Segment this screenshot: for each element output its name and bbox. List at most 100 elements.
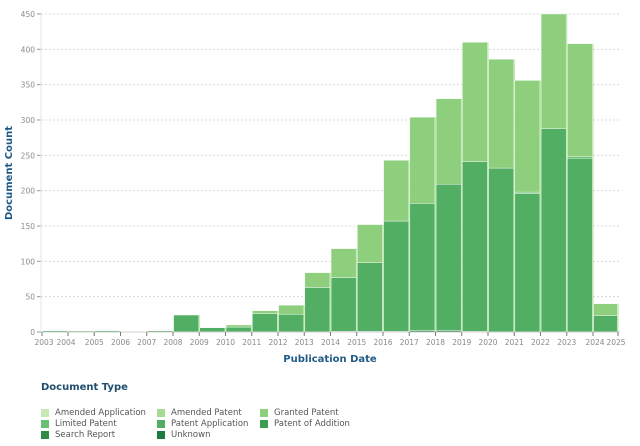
bar-segment-granted-patent[interactable] — [435, 98, 462, 185]
bar-stack-2020[interactable] — [488, 59, 515, 333]
bar-segment-granted-patent[interactable] — [593, 303, 618, 316]
bar-segment-granted-patent[interactable] — [304, 272, 331, 288]
legend-swatch — [157, 419, 165, 428]
x-tick-label: 2012 — [268, 338, 287, 347]
bar-stack-2011[interactable] — [252, 310, 279, 333]
bar-segment-granted-patent[interactable] — [278, 304, 304, 315]
y-axis: 0 50 100 150 200 250 300 350 400 450 — [21, 10, 42, 337]
bar-segment-limited-patent[interactable] — [514, 191, 541, 194]
legend-swatch — [260, 408, 268, 417]
legend-item-patent-of-addition[interactable]: Patent of Addition — [260, 418, 380, 429]
bar-stack-2012[interactable] — [278, 304, 305, 333]
y-tick-label: 150 — [21, 222, 36, 231]
y-tick-label: 300 — [21, 116, 36, 125]
bars — [42, 13, 619, 333]
legend-label: Search Report — [55, 429, 116, 440]
x-tick-label: 2016 — [373, 338, 392, 347]
bar-segment-patent-application[interactable] — [514, 193, 541, 333]
legend-item-unknown[interactable]: Unknown — [157, 429, 260, 440]
bar-stack-2022[interactable] — [540, 13, 568, 333]
legend-item-limited-patent[interactable]: Limited Patent — [41, 418, 157, 429]
bar-segment-granted-patent[interactable] — [225, 324, 252, 328]
legend-item-amended-patent[interactable]: Amended Patent — [157, 407, 260, 418]
legend-label: Limited Patent — [55, 418, 117, 429]
legend-label: Amended Patent — [171, 407, 242, 418]
bar-segment-patent-application[interactable] — [540, 128, 567, 333]
x-tick-label: 2003 — [34, 338, 53, 347]
bar-stack-2018[interactable] — [435, 98, 463, 333]
x-axis: 2003 2004 2005 2006 2007 2008 2009 2010 2011 2012… — [34, 331, 626, 347]
bar-segment-granted-patent[interactable] — [409, 116, 436, 204]
x-tick-label: 2009 — [190, 338, 209, 347]
bar-segment-patent-application[interactable] — [383, 220, 409, 332]
bar-stack-2016[interactable] — [383, 160, 410, 333]
bar-segment-patent-application[interactable] — [488, 167, 514, 333]
legend-swatch — [41, 408, 49, 417]
bar-stack-2023[interactable] — [567, 43, 594, 333]
x-tick-label: 2010 — [216, 338, 235, 347]
bar-stack-2010[interactable] — [225, 324, 253, 333]
legend-swatch — [157, 408, 165, 417]
bar-segment-patent-application[interactable] — [409, 203, 436, 331]
bar-segment-patent-application[interactable] — [173, 314, 199, 333]
x-tick-label: 2006 — [111, 338, 130, 347]
x-tick-label: 2021 — [505, 338, 524, 347]
bar-stack-2015[interactable] — [357, 224, 384, 333]
bar-segment-patent-application[interactable] — [252, 313, 278, 333]
bar-segment-granted-patent[interactable] — [488, 59, 514, 169]
x-tick-label: 2020 — [478, 338, 497, 347]
x-tick-label: 2023 — [557, 338, 576, 347]
bar-segment-granted-patent[interactable] — [252, 310, 278, 314]
bar-stack-2013[interactable] — [304, 272, 331, 333]
bar-segment-patent-application[interactable] — [199, 327, 226, 333]
legend-item-patent-application[interactable]: Patent Application — [157, 418, 260, 429]
legend: Document Type Amended Application Amended… — [41, 382, 380, 440]
x-tick-label: 2004 — [56, 338, 75, 347]
legend-swatch — [157, 430, 165, 439]
bar-segment-limited-patent[interactable] — [567, 156, 593, 159]
legend-item-search-report[interactable]: Search Report — [41, 429, 157, 440]
y-tick-label: 450 — [21, 10, 36, 19]
bar-stack-2014[interactable] — [330, 248, 358, 333]
bar-segment-patent-application[interactable] — [225, 326, 252, 333]
x-tick-label: 2017 — [400, 338, 419, 347]
bar-segment-patent-application[interactable] — [330, 277, 357, 332]
y-tick-label: 400 — [21, 45, 36, 54]
bar-segment-granted-patent[interactable] — [462, 42, 488, 162]
bar-stack-2009[interactable] — [199, 327, 226, 333]
y-tick-label: 50 — [25, 293, 35, 302]
bar-segment-patent-application[interactable] — [278, 314, 304, 333]
bar-segment-granted-patent[interactable] — [357, 224, 383, 263]
x-tick-label: 2007 — [137, 338, 156, 347]
bar-stack-2008[interactable] — [173, 314, 200, 333]
legend-label: Patent Application — [171, 418, 249, 429]
bar-segment-patent-application[interactable] — [357, 262, 383, 332]
stacked-bar-chart: 0 50 100 150 200 250 300 350 400 450 2003 2004 2005… — [4, 10, 626, 365]
bar-stack-2021[interactable] — [514, 80, 541, 333]
legend-swatch — [41, 430, 49, 439]
x-tick-label: 2024 — [585, 338, 604, 347]
y-tick-label: 250 — [21, 151, 36, 160]
bar-segment-patent-application[interactable] — [435, 184, 462, 331]
bar-stack-2017[interactable] — [409, 116, 436, 333]
bar-stack-2019[interactable] — [462, 42, 489, 333]
x-tick-label: 2022 — [531, 338, 550, 347]
bar-segment-granted-patent[interactable] — [540, 13, 567, 129]
x-tick-label: 2011 — [242, 338, 261, 347]
y-axis-title: Document Count — [4, 126, 15, 220]
legend-item-granted-patent[interactable]: Granted Patent — [260, 407, 380, 418]
x-tick-label: 2018 — [426, 338, 445, 347]
bar-segment-patent-application[interactable] — [567, 157, 593, 333]
bar-segment-patent-application[interactable] — [462, 161, 488, 332]
bar-segment-granted-patent[interactable] — [383, 160, 409, 222]
x-tick-label: 2008 — [163, 338, 182, 347]
bar-segment-patent-application[interactable] — [593, 315, 618, 333]
bar-segment-granted-patent[interactable] — [567, 43, 593, 157]
bar-segment-patent-application[interactable] — [304, 287, 331, 333]
legend-item-amended-application[interactable]: Amended Application — [41, 407, 157, 418]
bar-stack-2024[interactable] — [593, 303, 619, 333]
y-tick-label: 100 — [21, 257, 36, 266]
gridlines — [41, 13, 620, 298]
bar-segment-granted-patent[interactable] — [330, 248, 357, 278]
bar-segment-granted-patent[interactable] — [514, 80, 541, 193]
